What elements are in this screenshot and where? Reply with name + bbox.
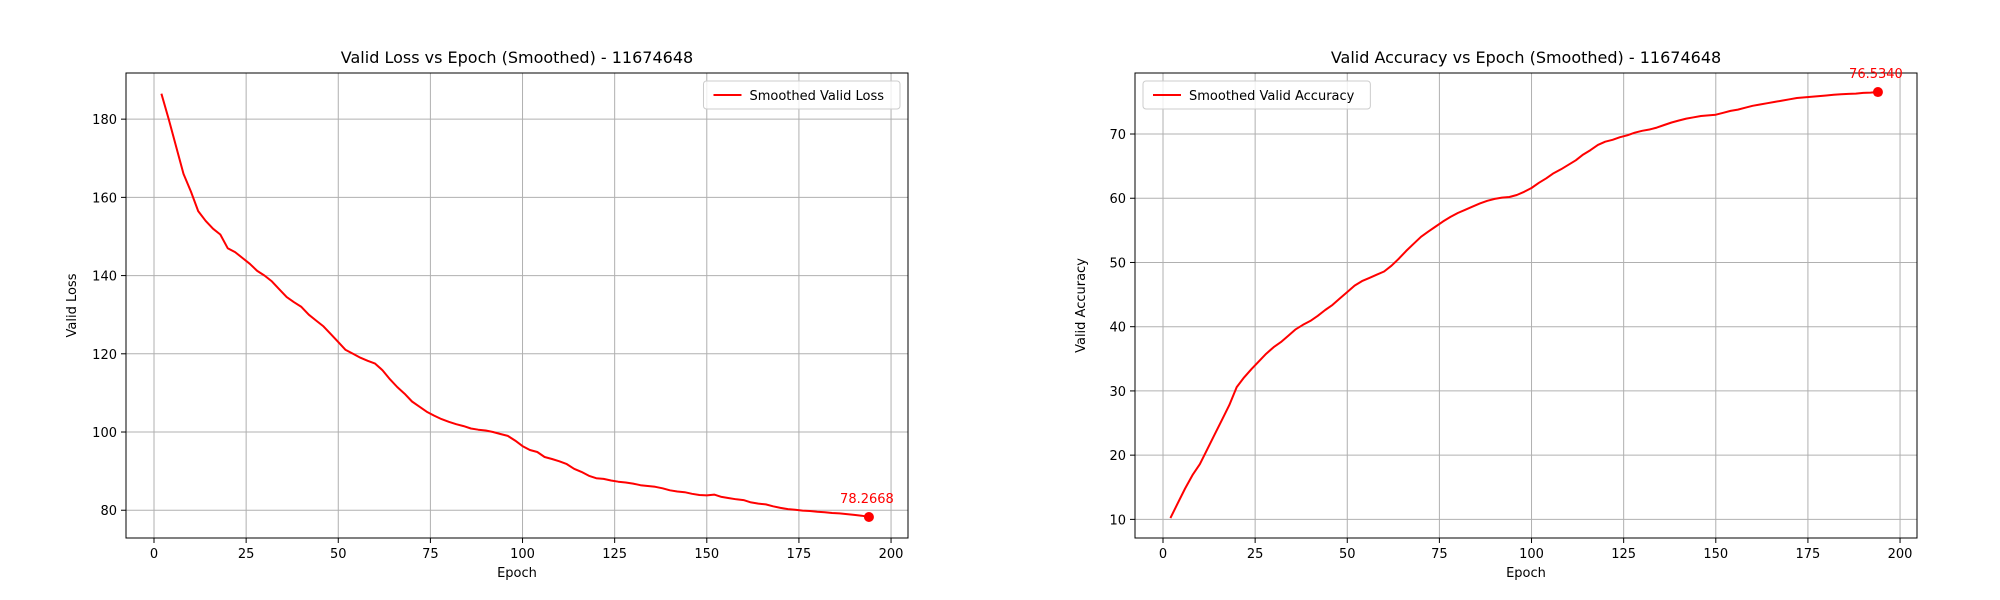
y-axis-label: Valid Loss [65, 273, 80, 337]
legend-box [702, 80, 901, 110]
y-tick-label: 120 [92, 348, 117, 363]
plot-frame [125, 72, 909, 539]
y-tick-label: 180 [92, 113, 117, 128]
x-tick-label: 50 [330, 547, 347, 562]
series [160, 93, 874, 523]
x-tick-label: 175 [787, 547, 812, 562]
x-tick-label: 50 [1339, 547, 1356, 562]
y-tick-label: 60 [1109, 192, 1126, 207]
y-tick-label: 100 [92, 426, 117, 441]
y-tick-label: 70 [1109, 128, 1126, 143]
x-tick-label: 75 [1431, 547, 1448, 562]
x-tick-label: 150 [694, 547, 719, 562]
x-axis-label: Epoch [1506, 566, 1546, 581]
grid [126, 73, 908, 538]
y-tick-label: 50 [1109, 256, 1126, 271]
chart-title: Valid Loss vs Epoch (Smoothed) - 1167464… [341, 48, 693, 67]
x-tick-label: 25 [238, 547, 255, 562]
y-tick-label: 40 [1109, 321, 1126, 336]
x-axis-label: Epoch [497, 566, 537, 581]
x-tick-label: 0 [1159, 547, 1167, 562]
x-tick-label: 125 [1611, 547, 1636, 562]
plot-frame [1134, 72, 1918, 539]
valid-accuracy-chart: Valid Accuracy vs Epoch (Smoothed) - 116… [1074, 48, 1918, 581]
y-tick-label: 160 [92, 191, 117, 206]
valid-loss-chart: Valid Loss vs Epoch (Smoothed) - 1167464… [65, 48, 909, 581]
x-tick-label: 200 [879, 547, 904, 562]
legend-box [1142, 80, 1371, 110]
y-axis-label: Valid Accuracy [1074, 258, 1089, 353]
series-line [160, 93, 870, 518]
series-line [1169, 91, 1878, 519]
series [1169, 87, 1883, 519]
x-tick-label: 100 [510, 547, 535, 562]
y-tick-label: 10 [1109, 513, 1126, 528]
final-value-marker [1872, 87, 1883, 98]
final-value-annotation: 76.5340 [1849, 67, 1903, 82]
final-value-annotation: 78.2668 [840, 492, 894, 507]
x-tick-label: 125 [602, 547, 627, 562]
chart-title: Valid Accuracy vs Epoch (Smoothed) - 116… [1331, 48, 1721, 67]
ticks: 0 25 50 75 100 125 150 175 200 10 20 30 40 50 60 70 [1109, 128, 1912, 562]
y-tick-label: 80 [100, 504, 117, 519]
legend: Smoothed Valid Loss [702, 80, 901, 110]
legend-label: Smoothed Valid Loss [749, 89, 884, 104]
final-value-marker [863, 512, 874, 523]
y-tick-label: 20 [1109, 449, 1126, 464]
x-tick-label: 25 [1247, 547, 1264, 562]
grid [1135, 73, 1917, 538]
x-tick-label: 75 [422, 547, 439, 562]
x-tick-label: 150 [1703, 547, 1728, 562]
legend-label: Smoothed Valid Accuracy [1189, 89, 1355, 104]
ticks: 0 25 50 75 100 125 150 175 200 80 100 120 140 160 180 [92, 113, 903, 562]
x-tick-label: 100 [1519, 547, 1544, 562]
y-tick-label: 30 [1109, 385, 1126, 400]
x-tick-label: 175 [1796, 547, 1821, 562]
y-tick-label: 140 [92, 270, 117, 285]
legend: Smoothed Valid Accuracy [1142, 80, 1371, 110]
x-tick-label: 0 [150, 547, 158, 562]
x-tick-label: 200 [1888, 547, 1913, 562]
